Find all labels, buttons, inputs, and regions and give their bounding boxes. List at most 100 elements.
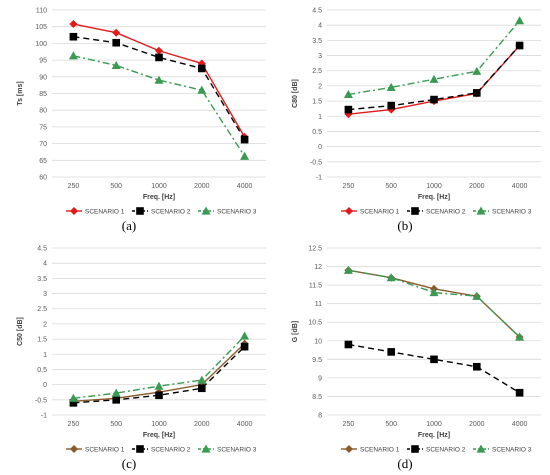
series-line — [348, 45, 521, 111]
legend-label: SCENARIO 3 — [492, 209, 532, 216]
data-point — [240, 151, 250, 160]
legend-marker — [411, 445, 419, 453]
y-tick-label: 85 — [39, 91, 47, 98]
x-tick-label: 2000 — [469, 183, 485, 190]
x-tick-label: 500 — [110, 183, 122, 190]
x-tick-label: 250 — [68, 183, 80, 190]
y-tick-label: 12 — [314, 264, 322, 271]
legend-marker — [70, 445, 78, 453]
series-line — [348, 269, 521, 338]
x-axis-label: Freq. [Hz] — [418, 432, 450, 439]
y-tick-label: 11.5 — [309, 283, 322, 290]
y-axis-label: C80 [dB] — [292, 79, 299, 108]
data-point — [386, 273, 396, 282]
x-axis-label: Freq. [Hz] — [143, 432, 175, 439]
data-point — [344, 340, 353, 349]
x-tick-label: 500 — [110, 421, 122, 428]
legend-marker — [136, 445, 144, 453]
legend-marker — [345, 445, 353, 453]
y-tick-label: 9.5 — [312, 357, 322, 364]
x-tick-label: 250 — [343, 421, 355, 428]
x-tick-label: 500 — [385, 183, 397, 190]
x-tick-label: 250 — [68, 421, 80, 428]
data-point — [112, 396, 120, 404]
data-point — [198, 384, 206, 393]
y-tick-label: 1 — [318, 114, 322, 121]
data-point — [515, 332, 525, 341]
chart-panel-b: -1 -0.5 0 0.5 1 1.5 2 2.5 3 3.5 4 4.5 250 500 1000 2000… — [275, 0, 550, 216]
y-tick-label: 10 — [314, 338, 322, 345]
legend-marker — [201, 206, 211, 215]
y-tick-label: 3.5 — [37, 276, 47, 283]
y-tick-label: 11 — [315, 301, 322, 308]
legend-label: SCENARIO 2 — [426, 209, 466, 216]
y-tick-label: 70 — [39, 141, 47, 148]
data-point — [387, 101, 395, 110]
data-point — [111, 60, 121, 70]
x-tick-label: 1000 — [426, 183, 442, 190]
data-point — [68, 51, 78, 60]
y-tick-label: 75 — [39, 124, 47, 131]
x-tick-label: 4000 — [237, 183, 253, 190]
y-tick-label: 4 — [318, 23, 322, 30]
data-point — [387, 348, 395, 356]
data-point — [473, 362, 481, 371]
series-line — [73, 36, 246, 140]
data-point — [197, 375, 207, 384]
legend-label: SCENARIO 1 — [85, 209, 125, 216]
y-tick-label: 0 — [43, 382, 47, 389]
data-point — [343, 89, 353, 99]
x-tick-label: 500 — [385, 421, 397, 428]
x-tick-label: 2000 — [194, 183, 210, 190]
y-tick-label: -0.5 — [310, 159, 322, 166]
legend-label: SCENARIO 1 — [360, 209, 400, 216]
x-tick-label: 1000 — [151, 183, 167, 190]
legend-label: SCENARIO 1 — [85, 447, 125, 454]
data-point — [69, 399, 78, 407]
x-tick-label: 1000 — [426, 421, 442, 428]
data-point — [197, 85, 207, 94]
data-point — [240, 331, 250, 340]
y-tick-label: 8 — [318, 413, 322, 420]
y-tick-label: -0.5 — [35, 397, 47, 404]
y-tick-label: -1 — [41, 413, 47, 420]
data-point — [343, 265, 353, 274]
y-tick-label: 80 — [39, 108, 47, 115]
x-tick-label: 2000 — [469, 421, 485, 428]
legend-marker — [201, 444, 211, 453]
y-tick-label: 2.5 — [312, 68, 322, 75]
y-tick-label: 10.5 — [308, 320, 322, 327]
data-point — [155, 53, 163, 62]
legend-label: SCENARIO 2 — [151, 209, 191, 216]
y-tick-label: 3 — [318, 53, 322, 60]
x-tick-label: 1000 — [151, 421, 167, 428]
y-tick-label: 0 — [318, 144, 322, 151]
data-point — [154, 75, 164, 84]
x-axis-label: Freq. [Hz] — [143, 194, 175, 201]
legend-label: SCENARIO 3 — [492, 447, 532, 454]
data-point — [112, 38, 120, 47]
x-tick-label: 2000 — [194, 421, 210, 428]
y-tick-label: 8.5 — [312, 394, 322, 401]
caption-d: (d) — [397, 456, 413, 471]
data-point — [472, 66, 482, 75]
y-tick-label: 105 — [35, 24, 47, 31]
chart-c-svg: -1 -0.5 0 0.5 1 1.5 2 2.5 3 3.5 4 4.5 250 500 1000 2000… — [17, 246, 266, 454]
y-tick-label: 1.5 — [37, 337, 47, 344]
y-tick-label: 2 — [318, 83, 322, 90]
caption-a: (a) — [121, 218, 137, 233]
data-point — [154, 381, 164, 390]
y-tick-label: 2.5 — [37, 306, 47, 313]
data-point — [111, 388, 121, 397]
data-point — [386, 82, 396, 92]
x-tick-label: 4000 — [512, 183, 528, 190]
y-tick-label: 0.5 — [37, 367, 47, 374]
legend-marker — [345, 207, 353, 215]
data-point — [69, 20, 78, 29]
series-line — [348, 20, 521, 96]
series-line — [73, 55, 246, 157]
data-point — [515, 388, 524, 397]
data-point — [240, 135, 249, 144]
data-point — [473, 89, 481, 97]
legend-label: SCENARIO 2 — [151, 447, 191, 454]
